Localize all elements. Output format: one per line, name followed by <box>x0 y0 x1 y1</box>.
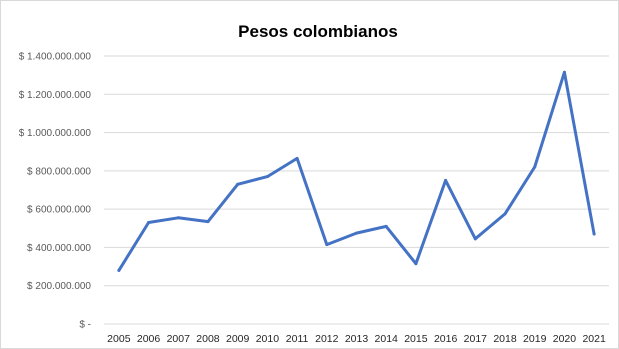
y-tick-label: $ 1.200.000.000 <box>19 90 92 101</box>
y-tick-label: $ 1.000.000.000 <box>19 128 92 139</box>
data-point <box>117 268 121 272</box>
data-point <box>355 231 358 235</box>
y-tick-label: $ 800.000.000 <box>27 166 91 177</box>
x-tick-label: 2007 <box>167 333 191 345</box>
x-tick-label: 2014 <box>375 333 399 345</box>
y-tick-label: $ 600.000.000 <box>27 205 91 216</box>
x-tick-label: 2015 <box>404 333 428 345</box>
x-tick-label: 2005 <box>107 333 131 345</box>
data-point <box>295 156 299 160</box>
x-axis-labels: 2005 2006 2007 2008 2009 2010 2011 2012 2013 2014… <box>107 333 606 345</box>
data-point <box>265 175 269 179</box>
data-point <box>562 70 566 74</box>
x-tick-label: 2010 <box>256 333 280 345</box>
y-tick-label: $ 400.000.000 <box>27 243 91 254</box>
data-point <box>206 220 210 224</box>
x-tick-label: 2006 <box>137 333 161 345</box>
data-point <box>592 232 596 236</box>
x-tick-label: 2018 <box>493 333 517 345</box>
x-tick-label: 2016 <box>434 333 458 345</box>
data-point <box>533 165 537 169</box>
data-point <box>176 216 180 220</box>
data-point <box>444 178 448 182</box>
x-tick-label: 2011 <box>286 333 309 345</box>
x-tick-label: 2019 <box>523 333 547 345</box>
series-layer <box>117 70 596 272</box>
x-tick-label: 2013 <box>345 333 369 345</box>
data-point <box>147 221 151 225</box>
data-point <box>236 182 240 186</box>
y-tick-label: $ 1.400.000.000 <box>19 52 92 63</box>
data-point <box>414 262 418 266</box>
x-tick-label: 2020 <box>553 333 577 345</box>
x-tick-label: 2012 <box>315 333 339 345</box>
y-axis-labels: $ - $ 200.000.000 $ 400.000.000 $ 600.000.0… <box>19 52 92 331</box>
y-tick-label: $ 200.000.000 <box>27 281 91 292</box>
data-point <box>473 237 477 241</box>
data-point <box>325 243 329 247</box>
x-tick-label: 2021 <box>582 333 606 345</box>
grid-lines <box>104 55 609 325</box>
x-tick-label: 2008 <box>196 333 220 345</box>
data-point <box>384 224 388 228</box>
x-tick-label: 2009 <box>226 333 250 345</box>
chart-title: Pesos colombianos <box>238 22 398 41</box>
x-tick-label: 2017 <box>464 333 488 345</box>
data-point <box>503 212 507 216</box>
y-tick-label: $ - <box>79 320 91 331</box>
